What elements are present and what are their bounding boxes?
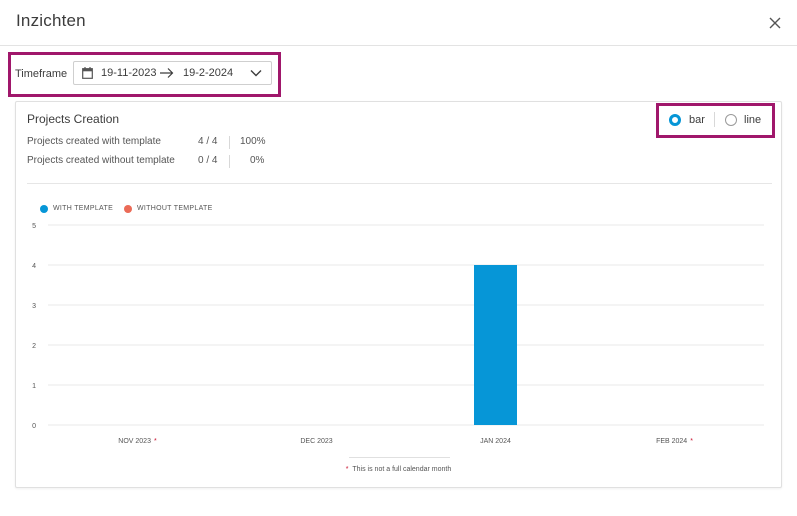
timeframe-label: Timeframe [15,68,68,80]
bar-with-template [474,265,517,425]
arrow-right-icon [160,68,174,78]
footnote-divider [349,457,450,458]
x-tick-label: FEB 2024 * [656,438,693,445]
radio-bar[interactable] [669,114,681,126]
y-tick-label: 3 [32,303,36,310]
x-tick-label: JAN 2024 [480,438,511,445]
x-tick-text: NOV 2023 [118,438,151,445]
date-range-picker[interactable]: 19-11-2023 19-2-2024 [73,61,272,85]
radio-bar-label[interactable]: bar [689,114,705,126]
y-tick-label: 0 [32,423,36,430]
x-tick-label: DEC 2023 [300,438,332,445]
x-tick-text: DEC 2023 [300,438,332,445]
footnote-marker: * [345,466,349,473]
y-tick-label: 2 [32,343,36,350]
stat-label: Projects created without template [27,155,175,166]
partial-month-marker: * [690,438,693,445]
stat-divider [229,155,230,168]
radio-divider [714,112,715,127]
footnote-text: This is not a full calendar month [352,466,452,473]
legend-dot-with-template [40,205,48,213]
projects-creation-card [15,101,782,488]
close-button[interactable] [765,13,785,33]
dialog-title: Inzichten [16,11,86,30]
stat-percent: 0% [250,155,265,166]
y-tick-label: 1 [32,383,36,390]
x-tick-text: JAN 2024 [480,438,511,445]
card-divider [27,183,772,184]
view-toggle-highlight [656,103,775,138]
stat-label: Projects created with template [27,136,161,147]
stat-divider [229,136,230,149]
chevron-down-icon [250,70,262,77]
y-tick-label: 5 [32,223,36,230]
stat-count: 4 / 4 [198,136,218,147]
x-tick-text: FEB 2024 [656,438,687,445]
calendar-icon [82,67,93,79]
card-title: Projects Creation [27,112,120,126]
legend-label-with-template: WITH TEMPLATE [53,205,114,212]
close-icon [769,17,781,29]
date-end: 19-2-2024 [183,67,234,79]
footnote: * This is not a full calendar month [0,466,797,473]
date-start: 19-11-2023 [101,67,157,79]
radio-line[interactable] [725,114,737,126]
stat-count: 0 / 4 [198,155,218,166]
timeframe-highlight [8,52,281,97]
legend-label-without-template: WITHOUT TEMPLATE [137,205,213,212]
radio-line-label[interactable]: line [744,114,762,126]
x-tick-label: NOV 2023 * [118,438,157,445]
partial-month-marker: * [154,438,157,445]
y-tick-label: 4 [32,263,36,270]
stat-percent: 100% [240,136,266,147]
dialog-header: Inzichten [0,0,797,46]
legend-dot-without-template [124,205,132,213]
